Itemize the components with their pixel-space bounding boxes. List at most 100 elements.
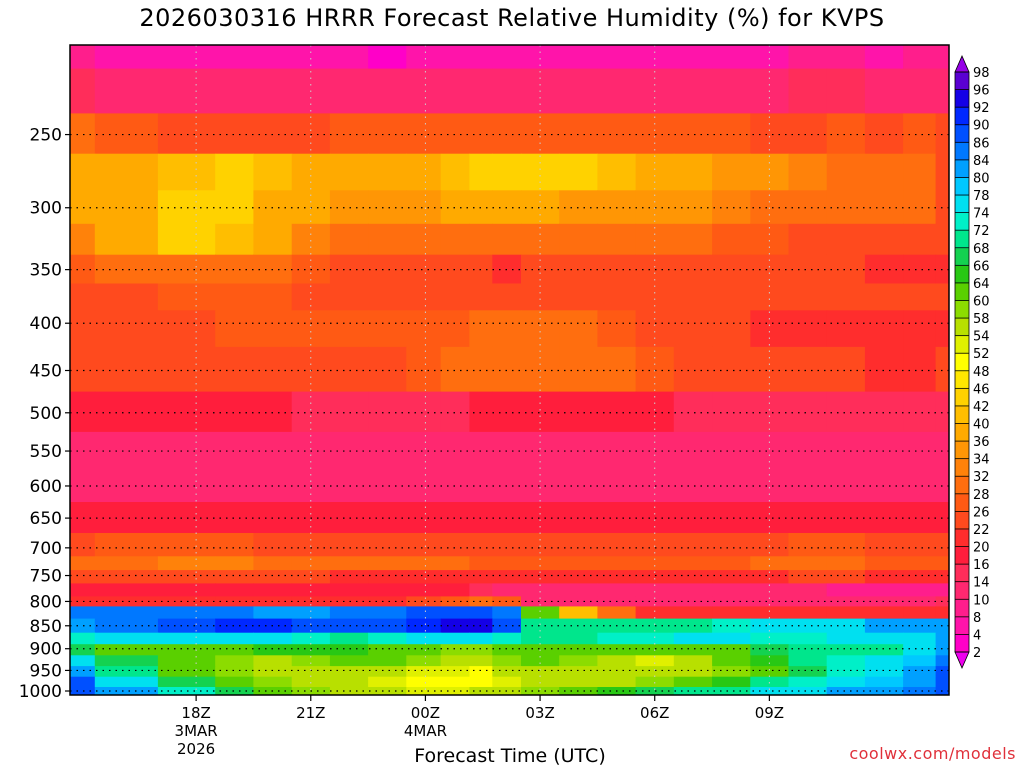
heatmap-cell — [329, 254, 369, 284]
heatmap-cell — [253, 632, 293, 645]
heatmap-cell — [864, 676, 904, 688]
heatmap-cell — [826, 283, 866, 311]
heatmap-cell — [635, 570, 675, 584]
heatmap-cell — [826, 618, 866, 634]
heatmap-cell — [329, 666, 369, 678]
heatmap-cell — [440, 45, 470, 70]
heatmap-cell — [70, 68, 96, 114]
heatmap-cell — [329, 283, 369, 311]
heatmap-cell — [521, 346, 560, 393]
heatmap-cell — [329, 655, 369, 667]
heatmap-cell — [750, 666, 790, 678]
grid-lines — [70, 45, 949, 695]
heatmap-cell — [406, 431, 442, 470]
heatmap-cell — [94, 533, 159, 557]
heatmap-cell — [291, 310, 331, 348]
heatmap-cell — [903, 45, 937, 70]
heatmap-cell — [368, 556, 407, 571]
heatmap-cell — [750, 556, 790, 571]
heatmap-cell — [368, 113, 407, 155]
y-tick-label: 400 — [30, 314, 62, 334]
heatmap-cell — [559, 190, 598, 225]
heatmap-cell — [826, 556, 866, 571]
heatmap-cell — [368, 533, 407, 557]
heatmap-cell — [826, 533, 866, 557]
heatmap-cell — [903, 644, 937, 656]
heatmap-cell — [215, 556, 254, 571]
colorbar-label: 46 — [973, 382, 990, 397]
heatmap-cell — [935, 655, 949, 667]
heatmap-cell — [406, 618, 442, 634]
heatmap-cell — [492, 391, 522, 433]
heatmap-cell — [826, 583, 866, 597]
heatmap-cell — [864, 310, 904, 348]
heatmap-cell — [597, 45, 637, 70]
heatmap-cell — [597, 556, 637, 571]
heatmap-cell — [635, 113, 675, 155]
heatmap-cell — [94, 632, 159, 645]
heatmap-cell — [492, 153, 522, 191]
heatmap-cell — [70, 666, 96, 678]
heatmap-cell — [368, 655, 407, 667]
heatmap-cell — [368, 391, 407, 433]
heatmap-cell — [935, 676, 949, 688]
heatmap-cell — [864, 190, 904, 225]
heatmap-cell — [492, 644, 522, 656]
heatmap-cell — [157, 68, 216, 114]
x-tick-label: 09Z — [755, 704, 784, 722]
heatmap-cell — [712, 583, 751, 597]
heatmap-cell — [559, 533, 598, 557]
heatmap-cell — [157, 45, 216, 70]
heatmap-cell — [469, 254, 493, 284]
x-tick-label: 06Z — [640, 704, 669, 722]
y-tick-label: 450 — [30, 361, 62, 381]
colorbar-swatch — [955, 511, 969, 530]
heatmap-cell — [440, 596, 470, 607]
heatmap-cell — [788, 391, 828, 433]
heatmap-cell — [70, 468, 96, 503]
heatmap-cell — [559, 153, 598, 191]
heatmap-cell — [559, 618, 598, 634]
heatmap-cell — [635, 391, 675, 433]
heatmap-cell — [635, 655, 675, 667]
heatmap-cell — [673, 618, 713, 634]
x-tick-label: 21Z — [296, 704, 325, 722]
heatmap-cell — [469, 68, 493, 114]
heatmap-cell — [673, 644, 713, 656]
heatmap-cell — [864, 556, 904, 571]
heatmap-cell — [864, 596, 904, 607]
heatmap-cell — [70, 570, 96, 584]
heatmap-cell — [215, 606, 254, 620]
heatmap-cell — [469, 45, 493, 70]
credit-link[interactable]: coolwx.com/models — [849, 744, 1016, 763]
heatmap-cell — [935, 153, 949, 191]
heatmap-cell — [94, 153, 159, 191]
heatmap-cell — [215, 570, 254, 584]
heatmap-cell — [559, 223, 598, 256]
heatmap-cell — [70, 45, 96, 70]
heatmap-cell — [329, 68, 369, 114]
heatmap-cell — [253, 583, 293, 597]
heatmap-cell — [826, 570, 866, 584]
heatmap-cell — [750, 391, 790, 433]
heatmap-cell — [635, 632, 675, 645]
heatmap-cell — [935, 346, 949, 393]
heatmap-cell — [329, 632, 369, 645]
y-tick-label: 900 — [30, 640, 62, 660]
colorbar-label: 16 — [973, 558, 990, 573]
heatmap-cell — [788, 533, 828, 557]
heatmap-cell — [559, 644, 598, 656]
heatmap-cell — [559, 310, 598, 348]
heatmap-cell — [673, 153, 713, 191]
heatmap-cell — [597, 570, 637, 584]
heatmap-cell — [94, 468, 159, 503]
y-tick-label: 700 — [30, 539, 62, 559]
heatmap-cell — [864, 346, 904, 393]
heatmap-cell — [712, 655, 751, 667]
colorbar-label: 40 — [973, 418, 990, 433]
heatmap-cell — [253, 310, 293, 348]
heatmap-cell — [597, 655, 637, 667]
heatmap-cell — [329, 570, 369, 584]
colorbar-swatch — [955, 335, 969, 354]
heatmap-cell — [440, 391, 470, 433]
